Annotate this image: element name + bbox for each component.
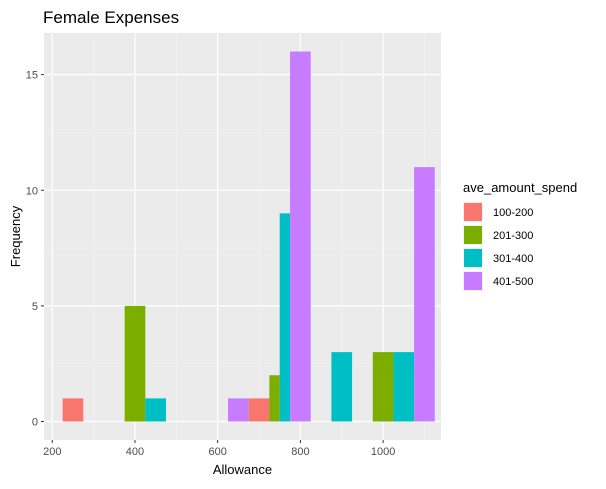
y-axis-title: Frequency: [8, 205, 23, 267]
bar-100-200-700: [248, 398, 270, 422]
y-tick-label: 10: [26, 185, 38, 197]
legend-title: ave_amount_spend: [463, 180, 577, 195]
x-tick-label: 1000: [371, 446, 395, 458]
chart-title: Female Expenses: [43, 8, 179, 27]
bars: [62, 51, 435, 422]
bar-401-500-650: [228, 398, 249, 422]
x-tick-label: 800: [291, 446, 309, 458]
y-tick-label: 15: [26, 70, 38, 82]
legend-label-301-400: 301-400: [493, 253, 533, 265]
legend-label-201-300: 201-300: [493, 230, 533, 242]
bar-301-400-900: [331, 352, 353, 422]
legend-label-401-500: 401-500: [493, 276, 533, 288]
legend-key-100-200: [464, 203, 482, 221]
legend: ave_amount_spend 100-200 201-300 301-400 40…: [463, 180, 577, 291]
bar-201-300-400: [124, 305, 146, 422]
legend-label-100-200: 100-200: [493, 207, 533, 219]
bar-401-500-800: [290, 51, 311, 422]
x-axis: 200 400 600 800 1000: [43, 440, 395, 458]
x-tick-label: 600: [209, 446, 227, 458]
legend-key-201-300: [464, 226, 482, 244]
bar-401-500-1100: [414, 167, 435, 422]
y-axis: 0 5 10 15: [26, 70, 44, 429]
y-tick-label: 5: [32, 301, 38, 313]
bar-201-300-1000: [372, 352, 394, 422]
bar-201-300-750: [269, 375, 280, 422]
bar-301-400-1050: [393, 352, 415, 422]
y-tick-label: 0: [32, 417, 38, 429]
x-tick-label: 400: [126, 446, 144, 458]
bar-301-400-450: [145, 398, 166, 422]
x-axis-title: Allowance: [213, 462, 272, 477]
bar-301-400-750: [279, 213, 291, 422]
bar-100-200-250: [62, 398, 84, 422]
x-tick-label: 200: [43, 446, 61, 458]
legend-key-401-500: [464, 272, 482, 290]
grid-minor: [44, 33, 441, 440]
legend-key-301-400: [464, 249, 482, 267]
